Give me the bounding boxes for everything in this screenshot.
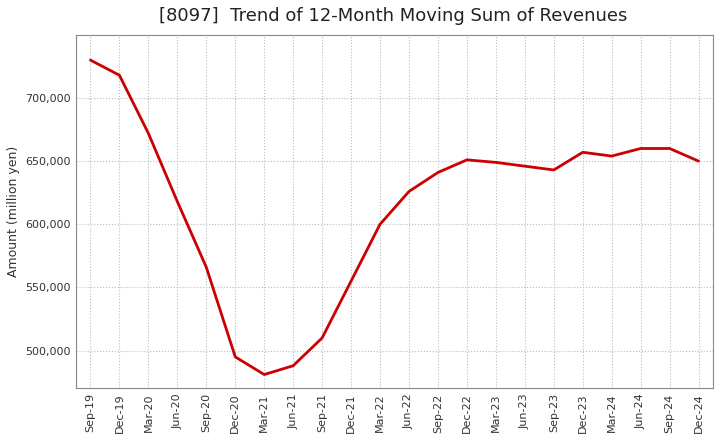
Text: [8097]  Trend of 12-Month Moving Sum of Revenues: [8097] Trend of 12-Month Moving Sum of R… <box>159 7 627 25</box>
Y-axis label: Amount (million yen): Amount (million yen) <box>7 146 20 277</box>
